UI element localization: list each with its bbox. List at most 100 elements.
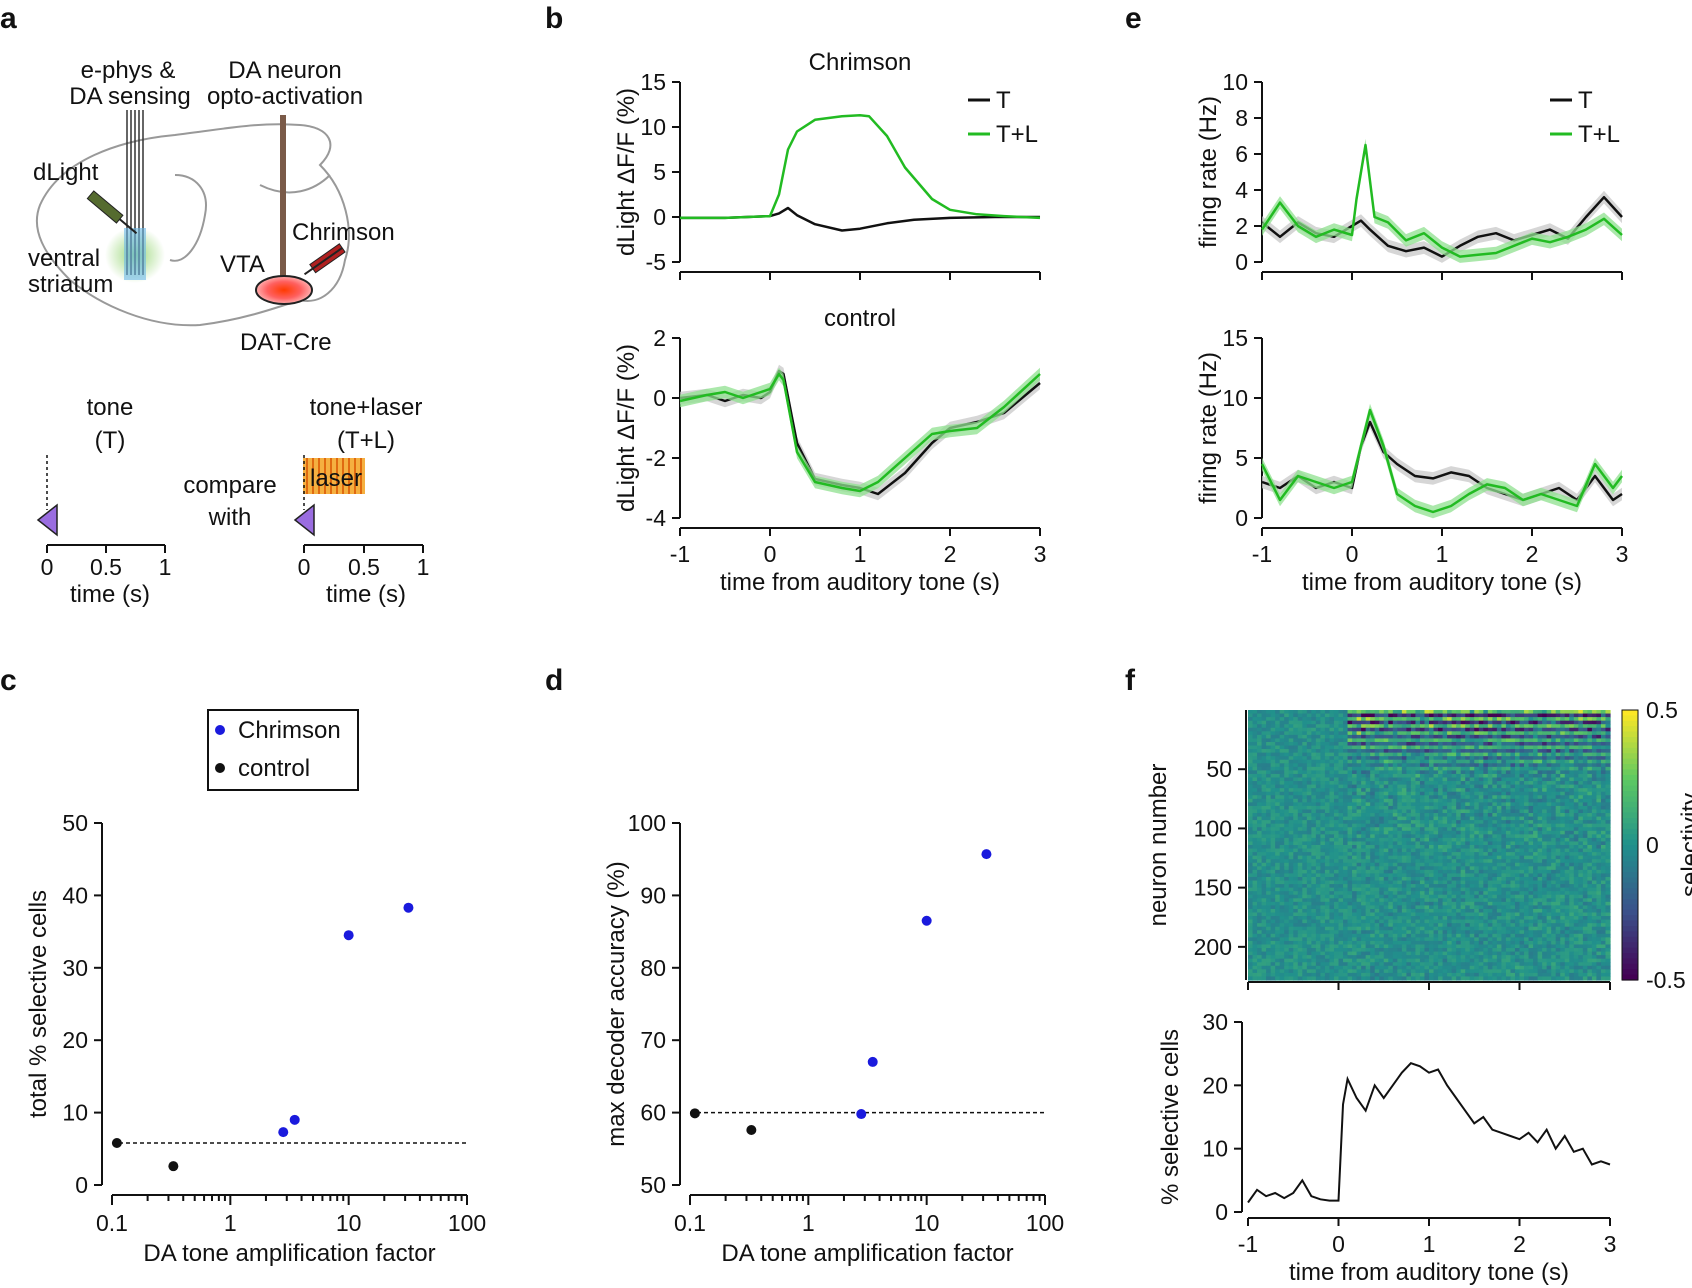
heatmap-cell xyxy=(1600,876,1607,882)
heatmap-cell xyxy=(1302,855,1308,860)
heatmap-cell xyxy=(1496,894,1502,899)
heatmap-cell xyxy=(1542,791,1548,796)
heatmap-cell xyxy=(1279,880,1285,885)
heatmap-cell xyxy=(1569,813,1575,818)
heatmap-cell xyxy=(1478,852,1484,857)
heatmap-cell xyxy=(1379,805,1385,811)
heatmap-cell xyxy=(1424,802,1430,807)
heatmap-cell xyxy=(1361,813,1367,818)
heatmap-cell xyxy=(1320,866,1326,871)
heatmap-cell xyxy=(1605,845,1611,850)
heatmap-cell xyxy=(1356,873,1362,878)
heatmap-cell xyxy=(1433,852,1439,857)
heatmap-cell xyxy=(1591,738,1598,743)
heatmap-cell xyxy=(1410,884,1417,889)
heatmap-cell xyxy=(1284,766,1290,771)
heatmap-cell xyxy=(1429,845,1435,850)
heatmap-cell xyxy=(1591,781,1598,786)
heatmap-cell xyxy=(1356,741,1362,747)
point-chrimson xyxy=(278,1127,289,1138)
heatmap-cell xyxy=(1569,759,1575,764)
heatmap-cell xyxy=(1533,784,1539,789)
heatmap-cell xyxy=(1501,894,1507,899)
heatmap-cell xyxy=(1483,859,1489,864)
heatmap-cell xyxy=(1279,749,1285,754)
heatmap-cell xyxy=(1406,773,1412,779)
heatmap-cell xyxy=(1257,756,1263,761)
heatmap-cell xyxy=(1379,905,1385,910)
heatmap-cell xyxy=(1496,745,1502,750)
heatmap-cell xyxy=(1302,798,1308,803)
heatmap-cell xyxy=(1347,717,1353,722)
heatmap-cell xyxy=(1514,901,1521,906)
heatmap-cell xyxy=(1365,827,1371,832)
heatmap-cell xyxy=(1333,887,1340,892)
heatmap-cell xyxy=(1293,781,1299,786)
heatmap-cell xyxy=(1410,749,1417,754)
heatmap-cell xyxy=(1347,834,1353,839)
heatmap-cell xyxy=(1524,916,1530,921)
heatmap-cell xyxy=(1374,805,1380,811)
heatmap-cell xyxy=(1329,784,1335,789)
heatmap-cell xyxy=(1266,859,1272,864)
heatmap-cell xyxy=(1542,727,1548,732)
heatmap-cell xyxy=(1465,731,1471,736)
heatmap-cell xyxy=(1419,752,1426,757)
heatmap-cell xyxy=(1275,862,1281,867)
heatmap-cell xyxy=(1397,816,1403,821)
heatmap-cell xyxy=(1284,852,1290,857)
y-tick-label: 0 xyxy=(75,1172,88,1198)
heatmap-cell xyxy=(1596,738,1602,743)
heatmap-cell xyxy=(1501,759,1507,764)
heatmap-cell xyxy=(1433,894,1439,899)
heatmap-cell xyxy=(1474,805,1480,811)
heatmap-cell xyxy=(1469,756,1475,761)
heatmap-cell xyxy=(1528,884,1534,889)
heatmap-cell xyxy=(1248,852,1254,857)
heatmap-cell xyxy=(1370,848,1376,853)
heatmap-cell xyxy=(1542,823,1548,828)
heatmap-cell xyxy=(1329,820,1335,825)
heatmap-cell xyxy=(1438,784,1444,789)
heatmap-cell xyxy=(1524,809,1530,814)
heatmap-cell xyxy=(1596,795,1602,800)
heatmap-cell xyxy=(1533,766,1539,771)
heatmap-cell xyxy=(1352,805,1358,811)
heatmap-cell xyxy=(1542,773,1548,779)
heatmap-cell xyxy=(1442,809,1448,814)
heatmap-cell xyxy=(1365,759,1371,764)
heatmap-cell xyxy=(1551,912,1557,917)
heatmap-cell xyxy=(1573,908,1579,914)
heatmap-cell xyxy=(1542,916,1548,921)
heatmap-cell xyxy=(1596,756,1602,761)
heatmap-cell xyxy=(1347,830,1353,835)
heatmap-cell xyxy=(1510,859,1516,864)
heatmap-cell xyxy=(1284,884,1290,889)
heatmap-cell xyxy=(1501,710,1507,715)
heatmap-cell xyxy=(1573,884,1579,889)
heatmap-cell xyxy=(1293,759,1299,764)
heatmap-cell xyxy=(1596,908,1602,914)
heatmap-cell xyxy=(1302,887,1308,892)
heatmap-cell xyxy=(1447,830,1453,835)
heatmap-cell xyxy=(1587,823,1593,828)
heatmap-cell xyxy=(1474,798,1480,803)
heatmap-cell xyxy=(1519,894,1525,899)
heatmap-cell xyxy=(1329,727,1335,732)
heatmap-cell xyxy=(1551,720,1557,725)
heatmap-cell xyxy=(1324,710,1331,715)
heatmap-cell xyxy=(1352,745,1358,750)
heatmap-cell xyxy=(1288,734,1294,740)
heatmap-cell xyxy=(1352,770,1358,775)
heatmap-cell xyxy=(1415,855,1421,860)
heatmap-cell xyxy=(1433,791,1439,796)
tone-title: tone xyxy=(87,394,134,421)
heatmap-cell xyxy=(1311,820,1317,825)
heatmap-cell xyxy=(1338,781,1344,786)
heatmap-cell xyxy=(1343,898,1349,903)
heatmap-cell xyxy=(1333,862,1340,867)
heatmap-cell xyxy=(1374,710,1380,715)
heatmap-cell xyxy=(1279,738,1285,743)
heatmap-cell xyxy=(1600,713,1607,718)
heatmap-cell xyxy=(1438,724,1444,729)
